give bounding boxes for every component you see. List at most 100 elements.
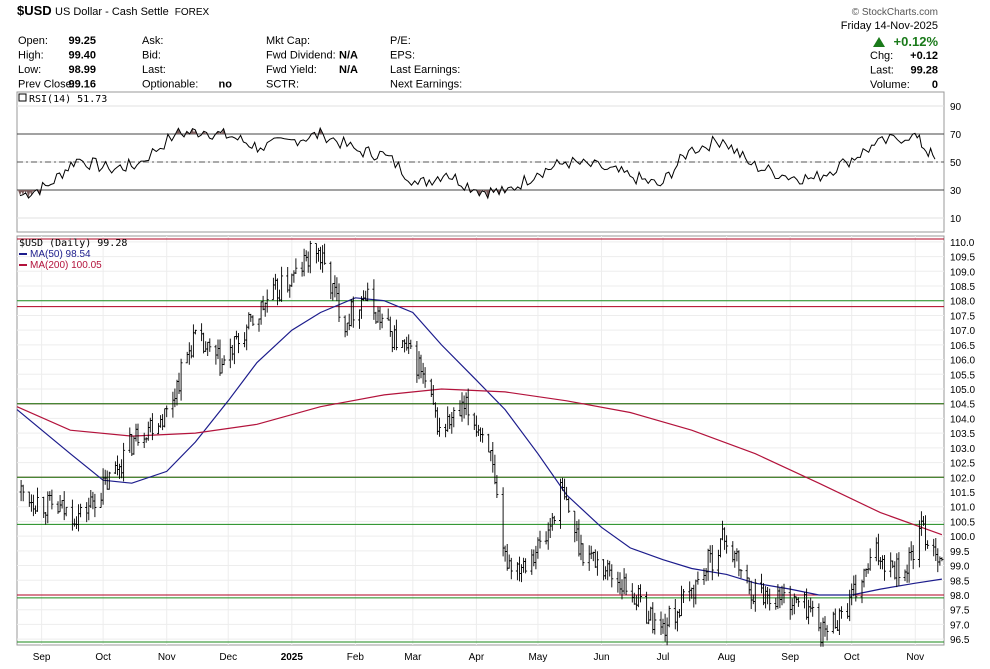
price-bar xyxy=(509,557,513,580)
price-bar xyxy=(79,503,83,518)
price-bar xyxy=(552,515,556,524)
quote-label: Last Earnings: xyxy=(390,64,460,76)
x-tick-label: Dec xyxy=(219,652,237,663)
ma200-line xyxy=(16,388,943,536)
quote-value: N/A xyxy=(339,50,358,62)
x-tick-label: Oct xyxy=(95,652,111,663)
price-tick-label: 107.0 xyxy=(950,326,975,337)
price-tick-label: 98.5 xyxy=(950,576,970,587)
rsi-oversold-fill xyxy=(18,190,517,199)
price-bar xyxy=(725,535,729,554)
price-bar xyxy=(64,506,68,517)
price-tick-label: 105.0 xyxy=(950,385,975,396)
price-bar xyxy=(889,552,893,578)
price-bar xyxy=(811,600,815,617)
price-bar xyxy=(782,583,786,604)
price-bar xyxy=(507,554,511,569)
price-bar xyxy=(329,261,333,300)
price-bar xyxy=(42,496,46,518)
price-bar xyxy=(304,250,308,262)
price-bar xyxy=(228,338,232,369)
price-bar xyxy=(208,338,212,352)
price-tick-label: 101.0 xyxy=(950,503,975,514)
price-bar xyxy=(661,618,665,634)
price-tick-label: 108.0 xyxy=(950,297,975,308)
symbol-title: $USD xyxy=(17,3,52,18)
price-tick-label: 98.0 xyxy=(950,591,970,602)
price-bar xyxy=(120,459,124,479)
price-bar xyxy=(774,597,778,610)
price-bar xyxy=(620,579,624,600)
price-bar xyxy=(934,538,938,561)
price-bar xyxy=(378,306,382,330)
exchange-label: FOREX xyxy=(175,7,210,18)
price-bar xyxy=(503,545,507,562)
quote-value: 99.16 xyxy=(68,79,96,91)
price-tick-label: 99.5 xyxy=(950,547,970,558)
x-tick-label: May xyxy=(528,652,547,663)
price-bar xyxy=(403,339,407,353)
price-bar xyxy=(667,605,671,628)
price-bar xyxy=(675,610,679,632)
price-bar xyxy=(222,355,226,366)
price-bar xyxy=(663,613,667,642)
price-bar xyxy=(682,589,685,603)
price-bar xyxy=(173,388,177,408)
x-tick-label: Feb xyxy=(347,652,365,663)
price-bar xyxy=(390,331,394,353)
price-bar xyxy=(852,575,856,597)
price-bar xyxy=(710,545,714,581)
price-tick-label: 105.5 xyxy=(950,370,975,381)
quote-label: SCTR: xyxy=(266,79,299,91)
quote-label: P/E: xyxy=(390,35,411,47)
price-bar xyxy=(415,341,419,383)
price-bar xyxy=(193,329,197,335)
price-bar xyxy=(62,491,66,521)
triangle-up-icon xyxy=(873,37,885,47)
price-bar xyxy=(538,530,542,549)
price-bar xyxy=(489,450,493,462)
price-bar xyxy=(706,548,710,581)
price-tick-label: 106.5 xyxy=(950,341,975,352)
quote-label: Volume: xyxy=(870,79,910,91)
quote-value: 99.25 xyxy=(68,35,96,47)
price-bar xyxy=(926,540,930,549)
price-bar xyxy=(36,487,39,512)
rsi-line xyxy=(19,126,936,200)
price-bar xyxy=(680,585,683,617)
price-bar xyxy=(351,296,355,328)
price-legend-title: $USD (Daily) 99.28 xyxy=(19,238,127,249)
price-bar xyxy=(760,573,763,594)
price-tick-label: 106.0 xyxy=(950,356,975,367)
price-bar xyxy=(358,309,361,329)
rsi-legend: RSI(14) 51.73 xyxy=(29,94,107,105)
price-bar xyxy=(161,414,165,431)
price-tick-label: 102.0 xyxy=(950,473,975,484)
price-bar xyxy=(450,412,454,434)
price-bar xyxy=(567,497,571,513)
price-bar xyxy=(487,433,491,453)
price-bars xyxy=(19,240,944,647)
price-bar xyxy=(751,594,755,605)
price-tick-label: 96.5 xyxy=(950,635,970,646)
price-bar xyxy=(895,553,899,588)
quote-value: 0 xyxy=(932,79,938,91)
ma50-legend: MA(50) 98.54 xyxy=(30,249,91,260)
price-tick-label: 102.5 xyxy=(950,459,975,470)
price-bar xyxy=(458,400,462,417)
price-bar xyxy=(645,591,649,624)
price-bar xyxy=(840,606,843,619)
price-bar xyxy=(46,491,50,524)
price-bar xyxy=(308,240,312,274)
price-bar xyxy=(376,306,380,323)
price-bar xyxy=(493,454,497,485)
price-bar xyxy=(897,552,901,586)
price-bar xyxy=(893,561,897,580)
price-bar xyxy=(185,351,189,364)
price-bar xyxy=(788,585,792,620)
rsi-tick-label: 90 xyxy=(950,102,962,113)
price-bar xyxy=(883,555,886,581)
price-bar xyxy=(93,493,97,518)
price-bar xyxy=(335,277,339,302)
